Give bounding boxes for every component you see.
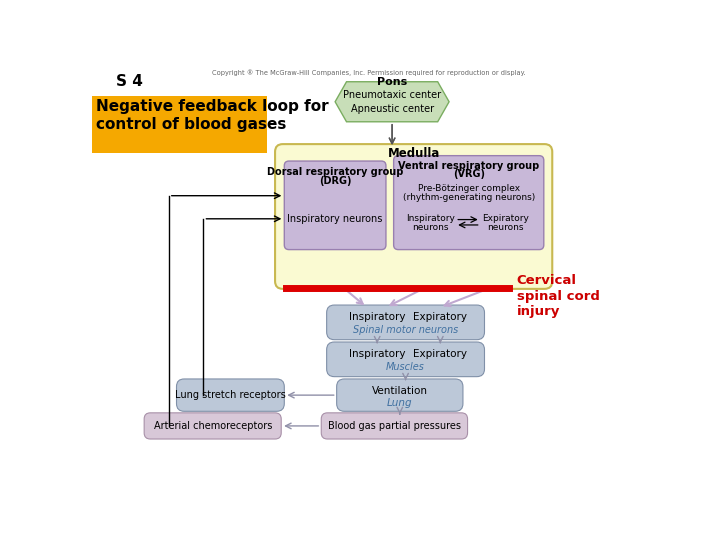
Text: Spinal motor neurons: Spinal motor neurons bbox=[353, 326, 458, 335]
Text: (DRG): (DRG) bbox=[319, 176, 351, 186]
Text: neurons: neurons bbox=[487, 223, 523, 232]
FancyBboxPatch shape bbox=[321, 413, 467, 439]
Text: Ventral respiratory group: Ventral respiratory group bbox=[398, 161, 539, 171]
Text: Apneustic center: Apneustic center bbox=[351, 104, 433, 114]
Text: Pons: Pons bbox=[377, 77, 408, 87]
Text: Negative feedback loop for
control of blood gases: Negative feedback loop for control of bl… bbox=[96, 99, 328, 132]
Text: Expiratory: Expiratory bbox=[413, 312, 467, 322]
FancyBboxPatch shape bbox=[327, 305, 485, 340]
Text: Inspiratory: Inspiratory bbox=[349, 349, 405, 359]
FancyBboxPatch shape bbox=[144, 413, 282, 439]
Text: (rhythm-generating neurons): (rhythm-generating neurons) bbox=[402, 193, 535, 202]
Text: Ventilation: Ventilation bbox=[372, 386, 428, 396]
Text: Pneumotaxic center: Pneumotaxic center bbox=[343, 90, 441, 100]
Text: Inspiratory: Inspiratory bbox=[349, 312, 405, 322]
Text: Dorsal respiratory group: Dorsal respiratory group bbox=[267, 167, 403, 177]
Text: Arterial chemoreceptors: Arterial chemoreceptors bbox=[153, 421, 272, 431]
Text: Expiratory: Expiratory bbox=[482, 214, 528, 224]
Text: Muscles: Muscles bbox=[386, 362, 425, 373]
FancyBboxPatch shape bbox=[92, 96, 267, 153]
FancyBboxPatch shape bbox=[275, 144, 552, 289]
FancyBboxPatch shape bbox=[337, 379, 463, 411]
Text: Inspiratory neurons: Inspiratory neurons bbox=[287, 214, 383, 224]
FancyBboxPatch shape bbox=[284, 161, 386, 249]
Text: Lung: Lung bbox=[387, 398, 413, 408]
Text: Blood gas partial pressures: Blood gas partial pressures bbox=[328, 421, 461, 431]
Text: Copyright ® The McGraw-Hill Companies, Inc. Permission required for reproduction: Copyright ® The McGraw-Hill Companies, I… bbox=[212, 70, 526, 76]
FancyBboxPatch shape bbox=[327, 342, 485, 377]
FancyBboxPatch shape bbox=[176, 379, 284, 411]
Text: Inspiratory: Inspiratory bbox=[406, 214, 455, 224]
Text: neurons: neurons bbox=[413, 223, 449, 232]
FancyBboxPatch shape bbox=[394, 156, 544, 249]
Polygon shape bbox=[335, 82, 449, 122]
Text: S 4: S 4 bbox=[117, 74, 143, 89]
Text: Pre-Bötzinger complex: Pre-Bötzinger complex bbox=[418, 184, 520, 193]
Text: Expiratory: Expiratory bbox=[413, 349, 467, 359]
Text: Lung stretch receptors: Lung stretch receptors bbox=[175, 390, 286, 400]
Text: (VRG): (VRG) bbox=[453, 169, 485, 179]
Text: Cervical
spinal cord
injury: Cervical spinal cord injury bbox=[517, 274, 600, 318]
Text: Medulla: Medulla bbox=[387, 147, 440, 160]
